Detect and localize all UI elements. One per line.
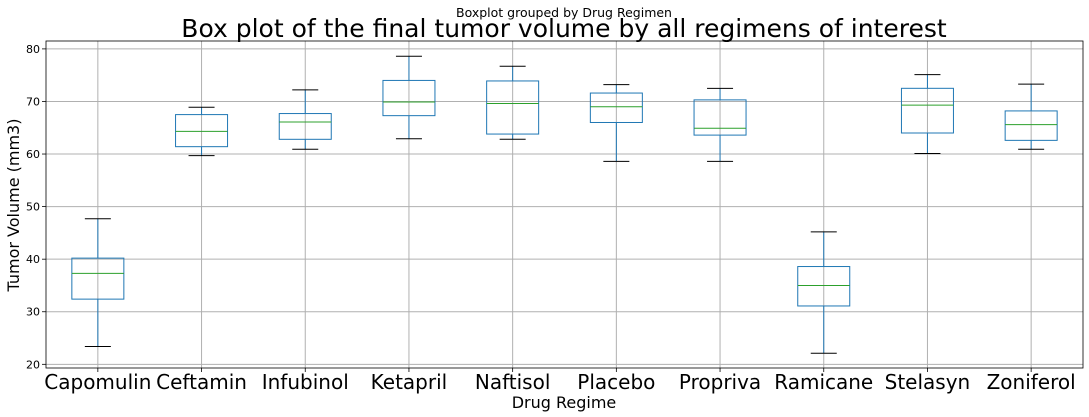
- chart-title: Box plot of the final tumor volume by al…: [181, 14, 947, 43]
- y-tick-label: 20: [26, 358, 40, 371]
- y-tick-label: 80: [26, 43, 40, 56]
- box-infubinol: [278, 89, 332, 150]
- box-propriva: [693, 87, 747, 162]
- x-axis-label: Drug Regime: [512, 393, 617, 412]
- box-iqr: [589, 92, 643, 123]
- x-tick-label: Placebo: [577, 370, 655, 394]
- x-tick-label: Ramicane: [774, 370, 873, 394]
- chart-suptitle: Boxplot grouped by Drug Regimen: [456, 5, 672, 20]
- y-tick-label: 30: [26, 306, 40, 319]
- box-capomulin: [71, 218, 125, 347]
- x-tick-label: Capomulin: [44, 370, 151, 394]
- box-iqr: [900, 87, 954, 134]
- box-iqr: [693, 99, 747, 136]
- y-tick-label: 40: [26, 253, 40, 266]
- x-tick-label: Stelasyn: [885, 370, 971, 394]
- x-tick-label: Ceftamin: [156, 370, 247, 394]
- x-tick-label: Ketapril: [371, 370, 448, 394]
- x-tick-label: Naftisol: [475, 370, 551, 394]
- box-iqr: [382, 79, 436, 117]
- plot-frame: [45, 40, 1084, 369]
- x-tick-labels: Capomulin Ceftamin Infubinol Ketapril Naftis…: [44, 368, 1076, 394]
- x-tick-label: Infubinol: [262, 370, 349, 394]
- y-tick-label: 60: [26, 148, 40, 161]
- box-series: [71, 55, 1058, 354]
- box-ketapril: [382, 55, 436, 140]
- y-axis-label: Tumor Volume (mm3): [4, 119, 23, 293]
- box-iqr: [1004, 110, 1058, 141]
- box-ramicane: [797, 231, 851, 354]
- box-iqr: [71, 257, 125, 300]
- x-tick-label: Zoniferol: [987, 370, 1076, 394]
- box-zoniferol: [1004, 83, 1058, 150]
- y-tick-labels: 20 30 40 50 60 70 80: [26, 43, 46, 371]
- box-iqr: [797, 266, 851, 307]
- box-stelasyn: [900, 74, 954, 155]
- y-tick-label: 70: [26, 95, 40, 108]
- box-iqr: [175, 114, 229, 148]
- box-placebo: [589, 84, 643, 162]
- box-iqr: [486, 80, 540, 135]
- box-iqr: [278, 113, 332, 140]
- grid-lines: [46, 41, 1083, 368]
- box-ceftamin: [175, 106, 229, 157]
- y-tick-label: 50: [26, 201, 40, 214]
- x-tick-label: Propriva: [679, 370, 761, 394]
- box-naftisol: [486, 65, 540, 140]
